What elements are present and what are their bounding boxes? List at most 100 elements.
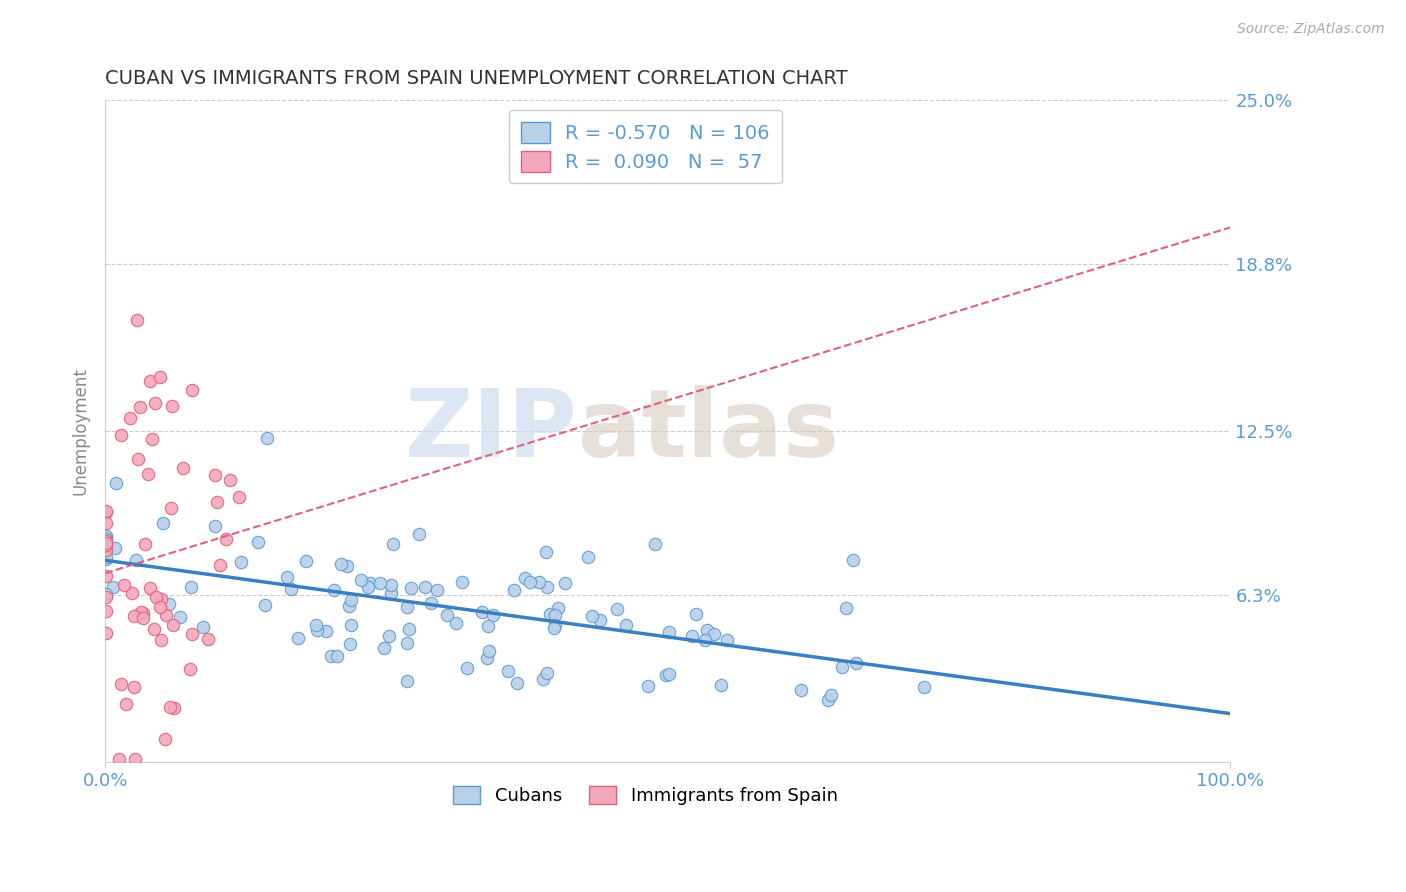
Y-axis label: Unemployment: Unemployment (72, 367, 89, 495)
Point (143, 395, 166, 409)
Point (451, 574, 474, 589)
Point (420, 596, 443, 610)
Point (112, 578, 135, 592)
Point (155, 608, 177, 623)
Point (350, 574, 373, 588)
Point (681, 629, 703, 643)
Point (835, 601, 858, 615)
Point (475, 651, 498, 665)
Point (554, 576, 576, 591)
Point (544, 608, 567, 623)
Point (496, 664, 519, 678)
Text: ZIP: ZIP (405, 385, 578, 477)
Point (104, 475, 127, 490)
Point (204, 519, 226, 533)
Point (606, 601, 628, 615)
Point (696, 623, 718, 637)
Point (280, 582, 302, 596)
Point (415, 580, 437, 594)
Point (790, 682, 813, 697)
Point (446, 615, 468, 630)
Point (163, 701, 186, 715)
Point (399, 582, 422, 596)
Point (96, 604, 118, 618)
Point (373, 640, 395, 655)
Point (478, 644, 501, 658)
Point (337, 599, 360, 613)
Point (912, 680, 935, 694)
Point (254, 598, 277, 612)
Point (139, 582, 162, 596)
Point (114, 698, 136, 712)
Point (817, 693, 839, 707)
Point (96, 591, 118, 605)
Text: atlas: atlas (578, 385, 839, 477)
Point (104, 541, 127, 555)
Point (96, 539, 118, 553)
Point (685, 607, 707, 621)
Point (543, 622, 565, 636)
Point (159, 700, 181, 714)
Point (382, 537, 405, 551)
Point (162, 618, 184, 632)
Point (588, 613, 610, 627)
Point (96, 569, 118, 583)
Point (544, 618, 567, 632)
Point (169, 610, 191, 624)
Point (319, 649, 342, 664)
Point (132, 606, 155, 620)
Point (96, 533, 118, 548)
Text: CUBAN VS IMMIGRANTS FROM SPAIN UNEMPLOYMENT CORRELATION CHART: CUBAN VS IMMIGRANTS FROM SPAIN UNEMPLOYM… (105, 69, 848, 87)
Point (150, 591, 173, 606)
Point (127, 313, 149, 327)
Point (315, 624, 337, 638)
Point (208, 558, 231, 572)
Point (101, 580, 124, 594)
Point (531, 672, 554, 686)
Point (527, 574, 550, 589)
Point (323, 582, 346, 597)
Point (204, 468, 226, 483)
Point (644, 536, 666, 550)
Point (305, 617, 328, 632)
Point (160, 399, 183, 413)
Point (96, 529, 118, 543)
Point (477, 618, 499, 632)
Point (357, 580, 380, 594)
Point (339, 593, 361, 607)
Point (139, 375, 162, 389)
Point (536, 665, 558, 680)
Point (129, 605, 152, 619)
Point (96, 516, 118, 531)
Point (160, 501, 183, 516)
Point (155, 731, 177, 746)
Point (820, 688, 842, 702)
Point (326, 648, 349, 663)
Point (96, 530, 118, 544)
Point (138, 467, 160, 482)
Point (637, 679, 659, 693)
Point (841, 553, 863, 567)
Point (181, 383, 204, 397)
Point (110, 428, 132, 442)
Point (515, 571, 537, 585)
Point (145, 591, 167, 605)
Point (141, 432, 163, 446)
Point (693, 632, 716, 647)
Point (134, 537, 156, 551)
Point (96, 536, 118, 550)
Point (122, 608, 145, 623)
Point (703, 626, 725, 640)
Point (121, 585, 143, 599)
Point (426, 582, 449, 597)
Point (125, 553, 148, 567)
Point (148, 369, 170, 384)
Point (246, 534, 269, 549)
Text: Source: ZipAtlas.com: Source: ZipAtlas.com (1237, 22, 1385, 37)
Point (581, 608, 603, 623)
Point (519, 574, 541, 589)
Point (294, 554, 316, 568)
Point (256, 432, 278, 446)
Point (96, 504, 118, 518)
Point (96, 625, 118, 640)
